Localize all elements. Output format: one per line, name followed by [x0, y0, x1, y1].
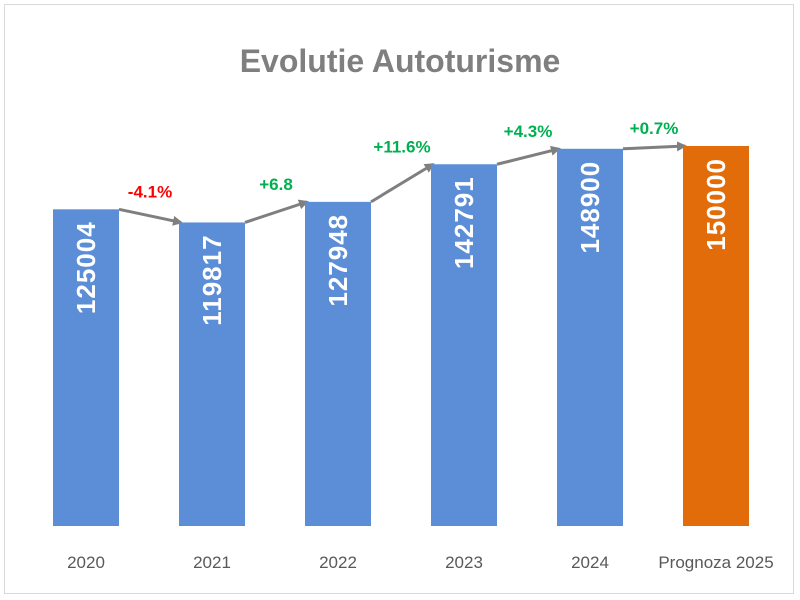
trend-arrow: [118, 207, 183, 226]
bar-2023: [431, 164, 497, 526]
bar-value-label: 125004: [71, 221, 101, 314]
chart-frame: [4, 4, 794, 594]
chart-title: Evolutie Autoturisme: [240, 43, 561, 79]
category-label: Prognoza 2025: [658, 553, 773, 572]
category-label: 2023: [445, 553, 483, 572]
bar-2020: [53, 209, 119, 527]
bar-value-label: 150000: [701, 158, 731, 251]
bar-2024: [557, 148, 623, 526]
trend-arrow: [622, 141, 687, 152]
change-label: -4.1%: [128, 182, 172, 201]
bar-value-label: 142791: [449, 176, 479, 269]
bar-2022: [305, 201, 371, 527]
bar-value-label: 119817: [197, 234, 227, 325]
trend-arrow: [496, 145, 561, 166]
category-label: 2024: [571, 553, 609, 572]
labels: 125004 2020 119817 2021 127948 2022 142791 2023…: [67, 119, 774, 572]
trend-arrow: [370, 162, 435, 204]
change-label: +4.3%: [504, 122, 553, 141]
bar-value-label: 127948: [323, 214, 353, 307]
change-label: +0.7%: [630, 119, 679, 138]
category-label: 2022: [319, 553, 357, 572]
bar-2021: [179, 222, 245, 526]
trend-arrows: [118, 141, 687, 226]
bar-value-label: 148900: [575, 161, 605, 254]
change-label: +11.6%: [373, 137, 430, 156]
category-label: 2021: [193, 553, 231, 572]
trend-arrow: [244, 199, 309, 224]
bars: [53, 146, 749, 527]
change-label: +6.8: [259, 175, 293, 194]
bar-prognoza-2025: [683, 146, 749, 526]
category-label: 2020: [67, 553, 105, 572]
